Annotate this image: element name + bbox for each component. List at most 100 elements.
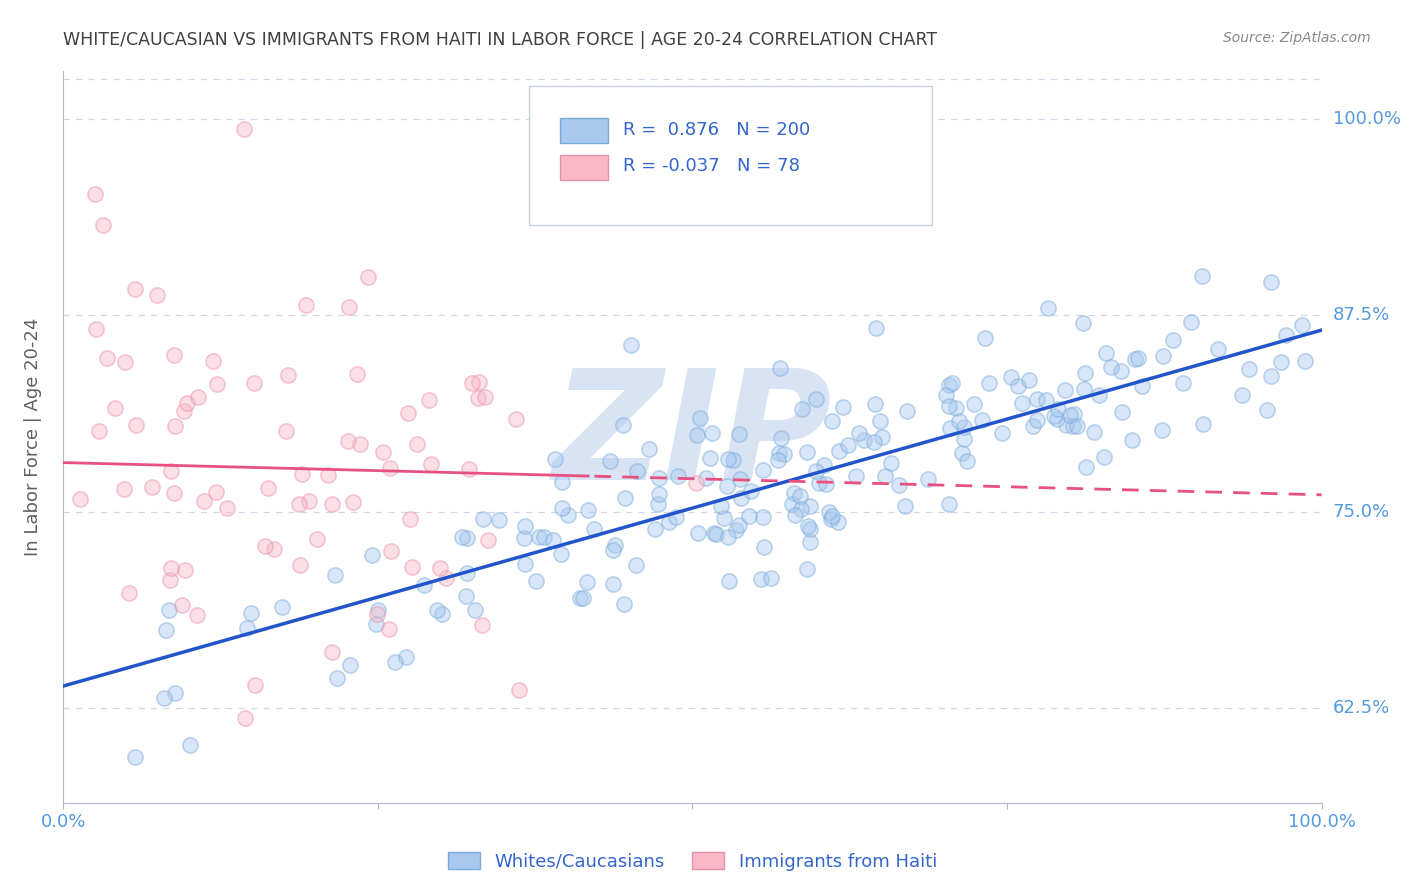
Point: [405, 437, 427, 451]
Point: [807, 476, 830, 491]
Text: WHITE/CAUCASIAN VS IMMIGRANTS FROM HAITI IN LABOR FORCE | AGE 20-24 CORRELATION : WHITE/CAUCASIAN VS IMMIGRANTS FROM HAITI…: [63, 31, 938, 49]
Point: [468, 375, 491, 389]
Point: [413, 577, 436, 591]
Point: [740, 484, 762, 499]
Point: [193, 494, 215, 508]
Point: [953, 432, 976, 446]
Point: [1095, 346, 1118, 360]
Point: [875, 469, 897, 483]
Point: [1074, 366, 1097, 380]
Point: [1047, 401, 1070, 416]
Point: [155, 623, 177, 637]
Point: [953, 419, 976, 434]
Point: [1026, 413, 1049, 427]
Point: [451, 531, 474, 545]
Point: [179, 738, 201, 752]
Point: [456, 566, 478, 580]
Point: [1056, 417, 1078, 432]
Point: [367, 602, 389, 616]
Point: [799, 522, 821, 536]
Point: [815, 476, 838, 491]
Point: [157, 603, 180, 617]
Point: [685, 476, 707, 491]
Point: [461, 376, 484, 391]
Point: [938, 378, 960, 392]
Point: [163, 348, 186, 362]
Point: [752, 509, 775, 524]
Point: [710, 500, 733, 514]
Point: [508, 682, 530, 697]
Point: [321, 645, 343, 659]
Point: [233, 711, 256, 725]
Point: [818, 504, 841, 518]
Point: [173, 563, 195, 577]
Point: [1294, 354, 1316, 368]
Point: [1042, 409, 1064, 423]
Point: [1260, 369, 1282, 384]
Point: [1053, 384, 1076, 398]
Point: [513, 557, 536, 571]
Point: [1123, 352, 1146, 367]
Point: [488, 513, 510, 527]
Point: [1237, 361, 1260, 376]
Point: [1173, 376, 1195, 391]
Point: [84, 186, 107, 201]
Point: [724, 523, 747, 537]
Point: [163, 486, 186, 500]
Point: [938, 497, 960, 511]
Point: [963, 396, 986, 410]
Point: [361, 549, 384, 563]
Point: [848, 425, 870, 440]
Point: [689, 411, 711, 425]
Point: [1087, 388, 1109, 402]
Point: [426, 602, 449, 616]
Point: [620, 338, 643, 352]
Point: [1066, 419, 1088, 434]
Point: [395, 649, 418, 664]
Point: [124, 749, 146, 764]
Point: [232, 122, 254, 136]
Point: [948, 414, 970, 428]
Point: [665, 509, 688, 524]
Text: 75.0%: 75.0%: [1333, 503, 1391, 521]
Point: [845, 469, 868, 483]
Point: [1022, 419, 1045, 434]
Point: [935, 388, 957, 402]
Point: [543, 452, 565, 467]
Point: [820, 511, 842, 525]
Point: [529, 530, 551, 544]
Point: [938, 399, 960, 413]
Point: [557, 508, 579, 522]
Point: [153, 691, 176, 706]
Point: [114, 355, 136, 369]
Point: [533, 530, 555, 544]
Point: [245, 678, 267, 692]
Point: [298, 494, 321, 508]
Point: [658, 515, 681, 529]
Point: [887, 478, 910, 492]
Point: [704, 527, 727, 541]
Point: [434, 571, 457, 585]
Point: [716, 479, 738, 493]
Point: [176, 396, 198, 410]
Point: [666, 469, 689, 483]
Point: [569, 591, 592, 606]
Point: [828, 443, 851, 458]
Point: [648, 470, 671, 484]
Point: [401, 560, 423, 574]
Point: [118, 585, 141, 599]
Point: [160, 464, 183, 478]
Point: [783, 486, 806, 500]
Point: [769, 360, 792, 375]
FancyBboxPatch shape: [561, 118, 609, 143]
Point: [773, 447, 796, 461]
Point: [863, 435, 886, 450]
Point: [86, 322, 108, 336]
Point: [399, 512, 422, 526]
Point: [342, 495, 364, 509]
Point: [603, 538, 626, 552]
Point: [717, 530, 740, 544]
Point: [271, 600, 294, 615]
Point: [576, 503, 599, 517]
Point: [785, 508, 807, 523]
